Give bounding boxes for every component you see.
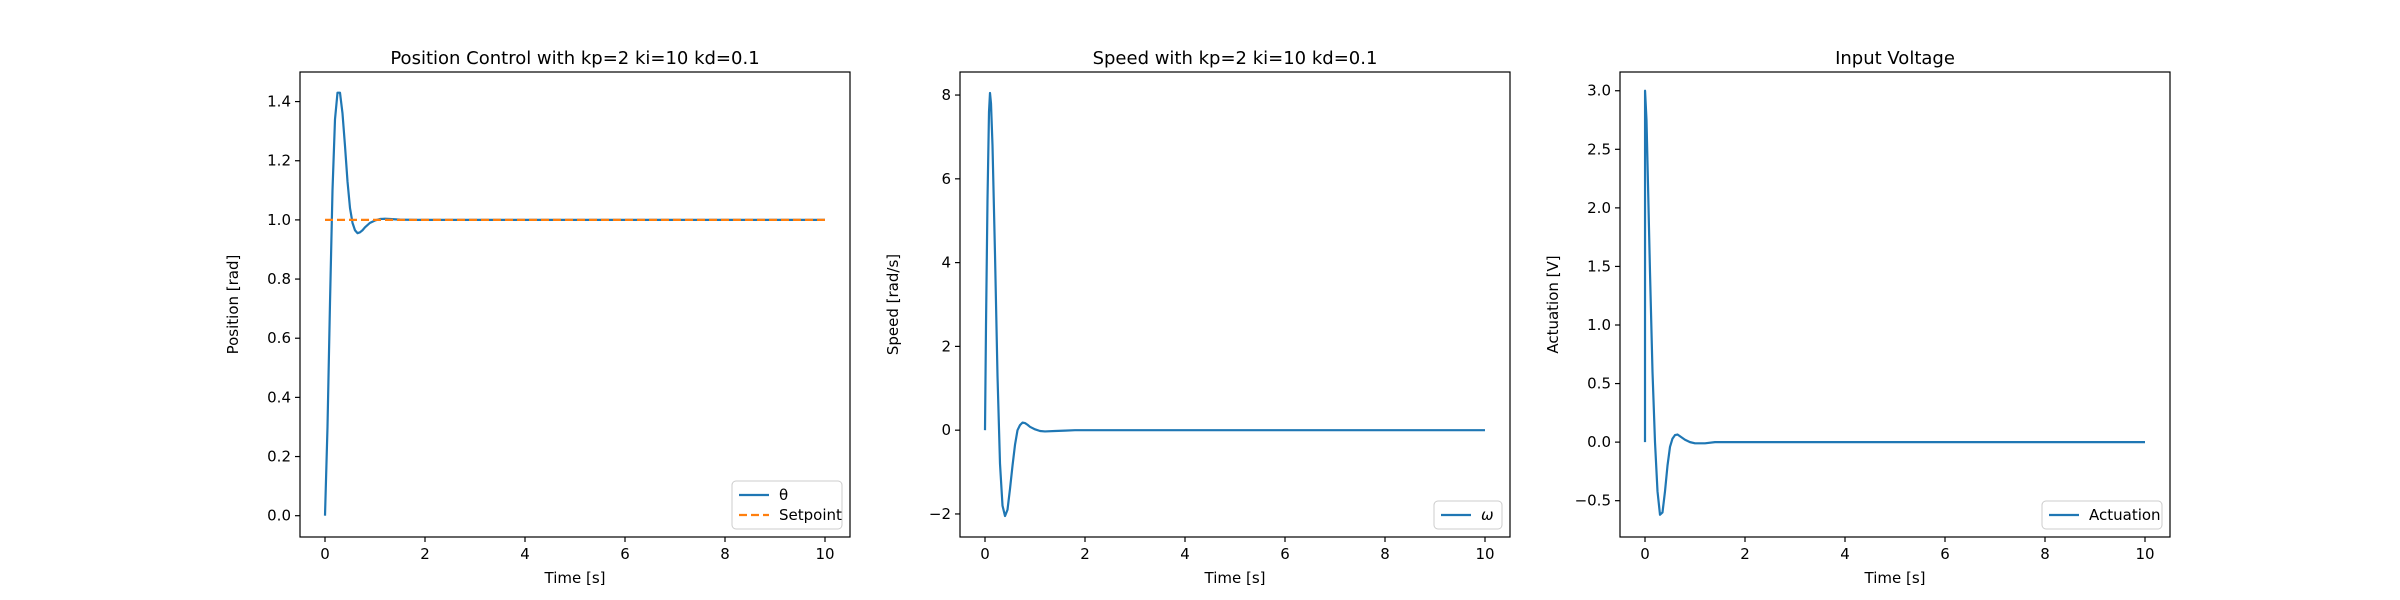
x-tick-label: 6 (1940, 545, 1950, 563)
y-tick-label: −0.5 (1575, 492, 1611, 510)
y-tick-label: 0.5 (1587, 375, 1611, 393)
chart-title: Speed with kp=2 ki=10 kd=0.1 (1093, 48, 1378, 69)
chart-title: Position Control with kp=2 ki=10 kd=0.1 (390, 48, 759, 69)
x-tick-label: 10 (1475, 545, 1494, 563)
y-tick-label: 1.0 (267, 211, 291, 229)
x-tick-label: 2 (420, 545, 430, 563)
x-tick-label: 4 (520, 545, 530, 563)
x-tick-label: 4 (1840, 545, 1850, 563)
legend-label: Actuation (2089, 506, 2161, 524)
y-tick-label: 3.0 (1587, 82, 1611, 100)
x-tick-label: 0 (320, 545, 330, 563)
x-tick-label: 8 (720, 545, 730, 563)
y-tick-label: 1.2 (267, 152, 291, 170)
y-axis-label: Position [rad] (224, 255, 242, 355)
chart-2: 0 2 4 6 8 10 −2 0 2 4 6 8 Speed with kp=2 ki=10 kd=0… (884, 48, 1511, 587)
x-axis-label: Time [s] (544, 569, 606, 587)
y-tick-label: 1.0 (1587, 316, 1611, 334)
legend: θ Setpoint (731, 480, 843, 530)
x-tick-label: 2 (1740, 545, 1750, 563)
chart-title: Input Voltage (1835, 48, 1955, 69)
x-tick-label: 8 (2040, 545, 2050, 563)
y-axis-label: Speed [rad/s] (884, 254, 902, 355)
y-tick-label: 1.4 (267, 93, 291, 111)
series-line-1 (983, 91, 1485, 518)
x-axis-label: Time [s] (1864, 569, 1926, 587)
legend: ω (1433, 500, 1503, 530)
x-tick-label: 8 (1380, 545, 1390, 563)
y-tick-label: 2.0 (1587, 199, 1611, 217)
chart-3: 0 2 4 6 8 10 −0.5 0.0 0.5 1.0 1.5 2.0 2.5 3.0 Input Vo… (1544, 48, 2171, 587)
series-line-1 (1643, 89, 2145, 516)
x-tick-label: 6 (1280, 545, 1290, 563)
axes-frame (299, 71, 851, 538)
x-tick-label: 10 (815, 545, 834, 563)
x-tick-label: 6 (620, 545, 630, 563)
y-tick-label: 0.8 (267, 270, 291, 288)
legend-box (731, 480, 843, 530)
y-tick-label: 0.4 (267, 388, 291, 406)
legend-label: ω (1481, 506, 1494, 524)
legend-label: θ (779, 486, 788, 504)
x-axis-label: Time [s] (1204, 569, 1266, 587)
x-tick-label: 10 (2135, 545, 2154, 563)
x-tick-label: 4 (1180, 545, 1190, 563)
legend-label: Setpoint (779, 506, 842, 524)
legend-box (2041, 500, 2163, 530)
legend: Actuation (2041, 500, 2163, 530)
y-axis-label: Actuation [V] (1544, 255, 1562, 353)
axes-frame (1619, 71, 2171, 538)
chart-1: 0 2 4 6 8 10 0.0 0.2 0.4 0.6 0.8 1.0 1.2 1.4 Position … (224, 48, 851, 587)
y-tick-label: 0.2 (267, 448, 291, 466)
y-tick-label: 0.6 (267, 329, 291, 347)
y-tick-label: 6 (941, 170, 951, 188)
x-tick-label: 0 (980, 545, 990, 563)
y-tick-label: 4 (941, 254, 951, 272)
y-tick-label: 0.0 (267, 507, 291, 525)
y-tick-label: 2 (941, 337, 951, 355)
y-tick-label: −2 (929, 505, 951, 523)
y-tick-label: 0 (941, 421, 951, 439)
y-tick-label: 8 (941, 86, 951, 104)
axes-frame (959, 71, 1511, 538)
y-tick-label: 0.0 (1587, 433, 1611, 451)
x-tick-label: 2 (1080, 545, 1090, 563)
y-tick-label: 2.5 (1587, 140, 1611, 158)
y-tick-label: 1.5 (1587, 257, 1611, 275)
x-tick-label: 0 (1640, 545, 1650, 563)
